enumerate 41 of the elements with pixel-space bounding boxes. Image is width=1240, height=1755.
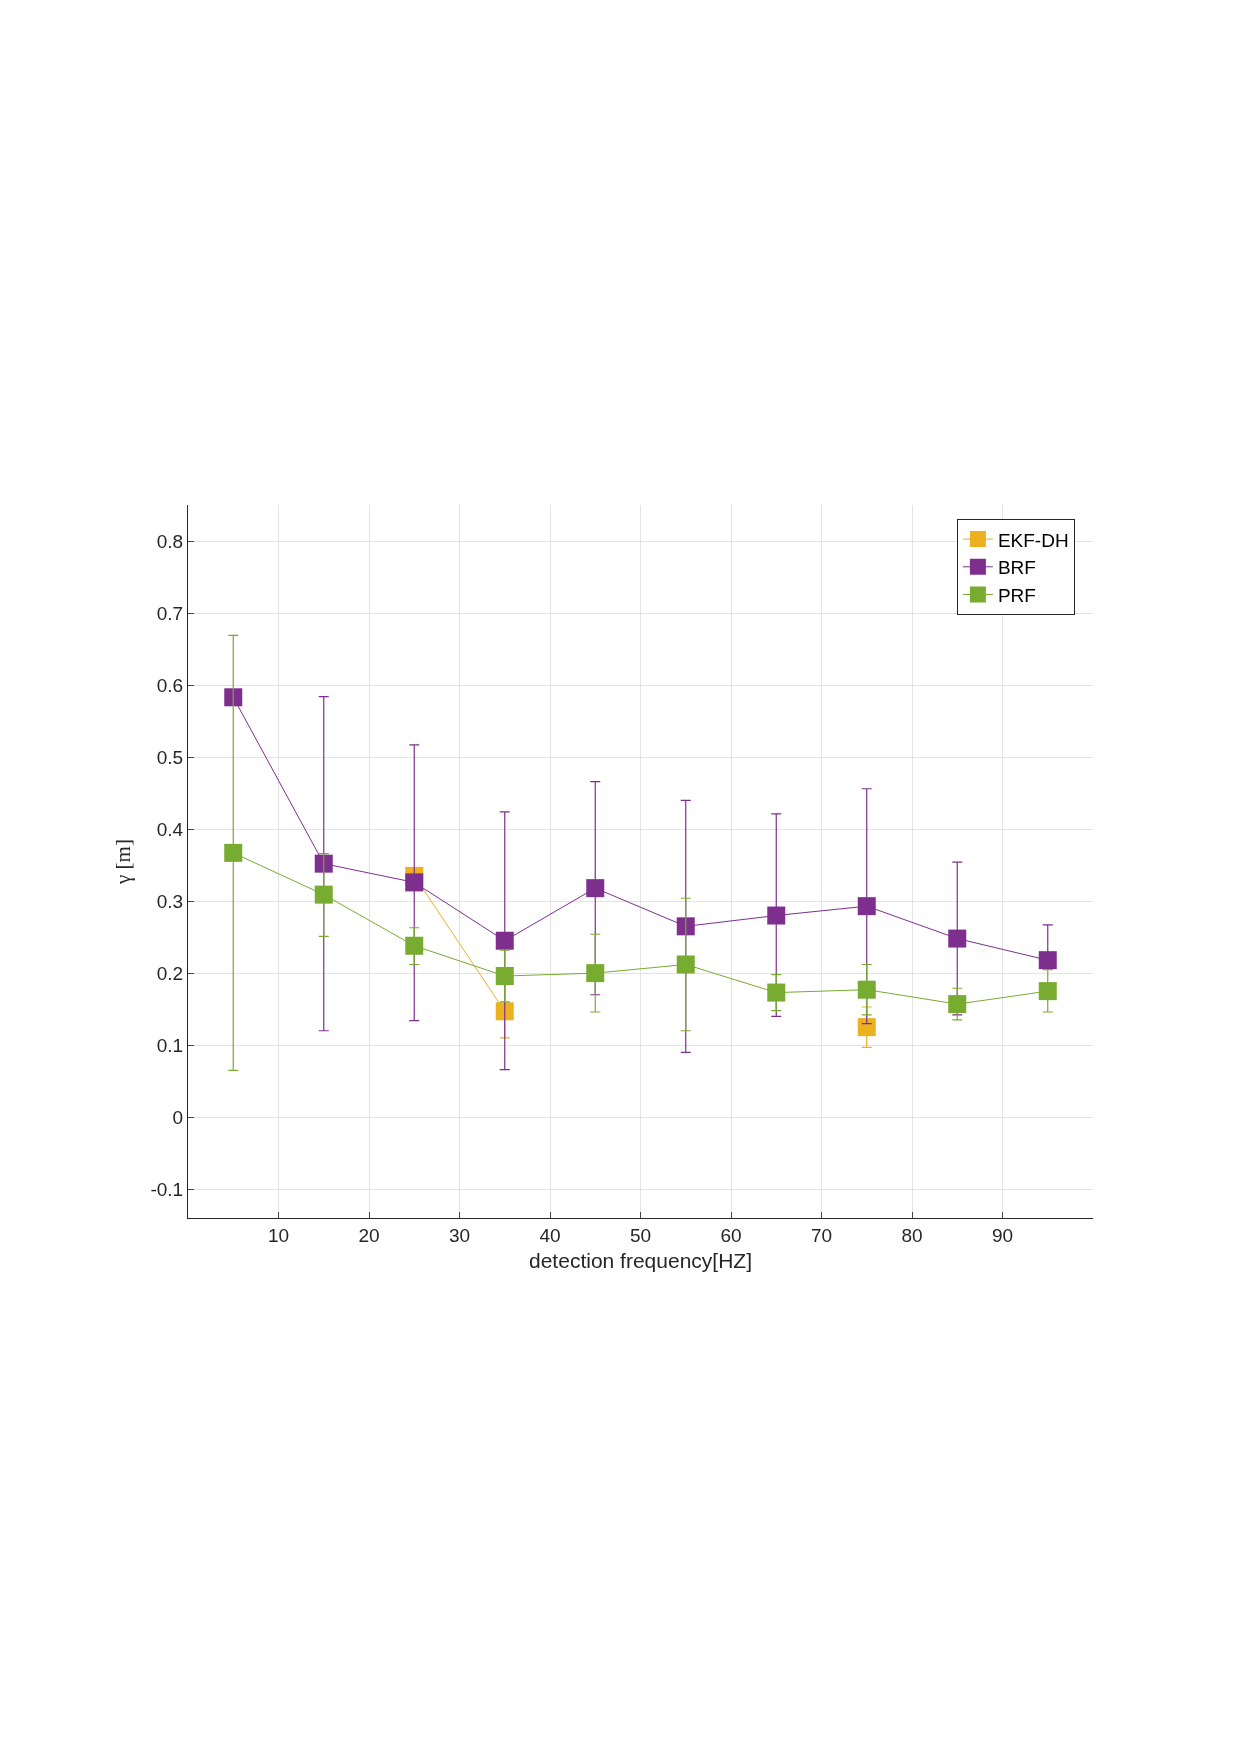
point (314, 854, 333, 873)
y-tick-label: 0.5 (156, 746, 184, 768)
point (676, 917, 695, 936)
point (948, 929, 967, 948)
y-tick-label: 0.1 (156, 1034, 184, 1056)
point (948, 995, 967, 1014)
x-tick-label: 10 (267, 1224, 290, 1246)
x-tick-label: 60 (720, 1224, 742, 1246)
y-tick-label: 0.6 (156, 674, 184, 696)
y-tick-label: 0.2 (156, 962, 184, 984)
point (676, 955, 695, 974)
point (1038, 951, 1057, 970)
x-tick-label: 80 (901, 1224, 923, 1246)
y-tick-label: 0.7 (156, 602, 184, 624)
point (224, 843, 243, 862)
point (857, 1018, 876, 1037)
y-tick-label: 0 (172, 1106, 184, 1128)
legend-label: PRF (997, 584, 1036, 606)
point (586, 964, 605, 983)
point (767, 906, 786, 925)
y-tick-label: 0.4 (156, 818, 184, 840)
x-axis-title: detection frequency[HZ] (529, 1249, 752, 1272)
point (857, 980, 876, 999)
point (586, 879, 605, 898)
legend-label: BRF (997, 557, 1036, 579)
y-axis-title: γ [m] (110, 839, 135, 885)
x-tick-label: 30 (448, 1224, 471, 1246)
point (857, 897, 876, 916)
y-tick-label: -0.1 (150, 1178, 184, 1200)
x-tick-label: 20 (358, 1224, 380, 1246)
point (314, 885, 333, 904)
y-tick-label: 0.3 (156, 890, 184, 912)
legend-label: EKF-DH (997, 529, 1069, 551)
x-tick-label: 90 (991, 1224, 1014, 1246)
point (1038, 982, 1057, 1001)
y-tick-label: 0.8 (156, 530, 184, 552)
x-tick-label: 40 (539, 1224, 561, 1246)
x-tick-label: 70 (810, 1224, 833, 1246)
x-tick-label: 50 (629, 1224, 652, 1246)
point (767, 983, 786, 1002)
point (224, 688, 243, 707)
